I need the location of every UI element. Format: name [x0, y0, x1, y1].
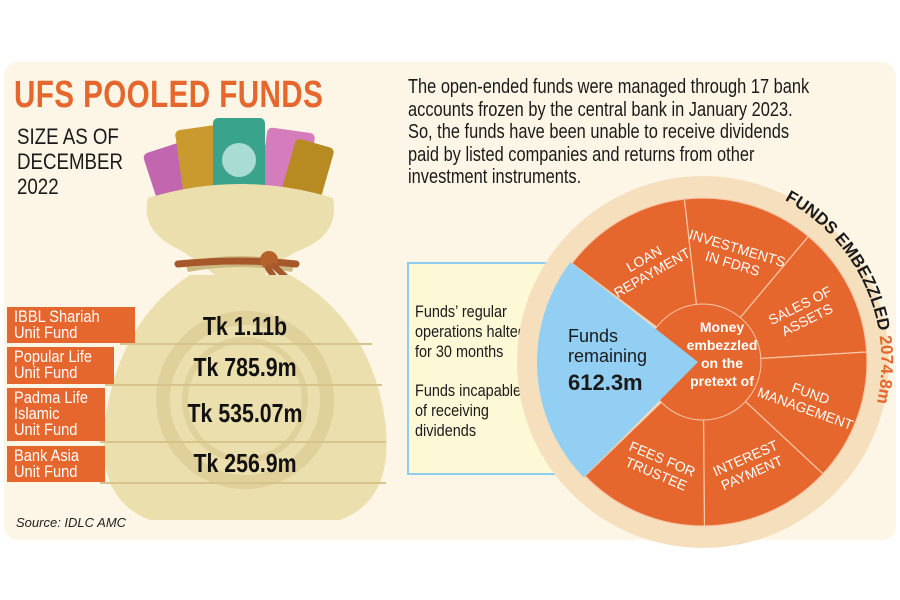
page-title: UFS POOLED FUNDS — [14, 74, 324, 116]
svg-text:remaining: remaining — [568, 346, 647, 366]
center-text: Money embezzled on the pretext of — [687, 319, 758, 389]
subtitle-line: SIZE AS OF — [17, 124, 119, 149]
subtitle: SIZE AS OF DECEMBER 2022 — [17, 124, 123, 199]
svg-text:on the: on the — [701, 355, 743, 371]
description-paragraph: The open-ended funds were managed throug… — [408, 76, 810, 188]
fund-label-popular-life: Popular Life Unit Fund — [7, 347, 114, 384]
remaining-label: Funds remaining 612.3m — [568, 326, 647, 395]
fund-label-ibbl: IBBL Shariah Unit Fund — [7, 307, 135, 343]
fund-value-bank-asia: Tk 256.9m — [193, 448, 297, 478]
fund-label-padma-life: Padma Life Islamic Unit Fund — [7, 388, 105, 441]
source-note: Source: IDLC AMC — [16, 515, 127, 530]
info-point-halted: Funds’ regular operations halted for 30 mo… — [415, 302, 526, 361]
svg-text:Money: Money — [700, 319, 745, 335]
info-point-dividends: Funds incapable of receiving dividends — [415, 381, 522, 440]
svg-text:Funds: Funds — [568, 326, 618, 346]
fund-value-ibbl: Tk 1.11b — [202, 311, 288, 341]
svg-text:pretext of: pretext of — [690, 373, 754, 389]
funds-remaining-wedge — [537, 262, 698, 478]
svg-text:embezzled: embezzled — [687, 337, 758, 353]
fund-label-bank-asia: Bank Asia Unit Fund — [7, 446, 105, 482]
fund-value-popular-life: Tk 785.9m — [193, 352, 297, 382]
subtitle-line: 2022 — [17, 174, 59, 199]
fund-value-padma-life: Tk 535.07m — [187, 398, 303, 428]
remaining-value: 612.3m — [568, 370, 643, 395]
money-bag-illustration — [100, 118, 387, 520]
subtitle-line: DECEMBER — [17, 149, 123, 174]
